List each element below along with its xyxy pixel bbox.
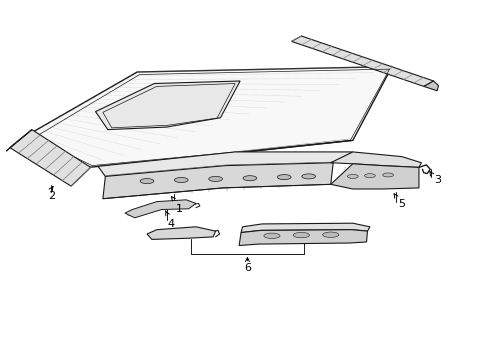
Ellipse shape [243, 176, 257, 181]
Polygon shape [98, 152, 353, 176]
Polygon shape [125, 200, 196, 218]
Polygon shape [96, 81, 240, 130]
Polygon shape [24, 67, 392, 167]
Polygon shape [103, 163, 333, 199]
Text: 4: 4 [167, 219, 174, 229]
Polygon shape [6, 130, 32, 151]
Polygon shape [424, 81, 439, 91]
Ellipse shape [302, 174, 316, 179]
Ellipse shape [347, 175, 358, 179]
Text: 2: 2 [48, 191, 55, 201]
Ellipse shape [365, 174, 375, 178]
Polygon shape [292, 36, 434, 86]
Ellipse shape [323, 232, 339, 238]
Polygon shape [241, 223, 370, 233]
Polygon shape [147, 227, 216, 239]
Ellipse shape [174, 177, 188, 183]
Text: 3: 3 [434, 175, 441, 185]
Text: 5: 5 [398, 199, 405, 210]
Ellipse shape [293, 233, 310, 238]
Ellipse shape [140, 179, 154, 184]
Ellipse shape [209, 176, 222, 181]
Text: 6: 6 [244, 263, 251, 273]
Polygon shape [10, 130, 91, 186]
Polygon shape [331, 164, 419, 189]
Ellipse shape [277, 175, 291, 180]
Ellipse shape [264, 233, 280, 239]
Polygon shape [239, 230, 368, 246]
Text: 1: 1 [175, 204, 182, 214]
Polygon shape [331, 152, 421, 167]
Ellipse shape [383, 173, 393, 177]
